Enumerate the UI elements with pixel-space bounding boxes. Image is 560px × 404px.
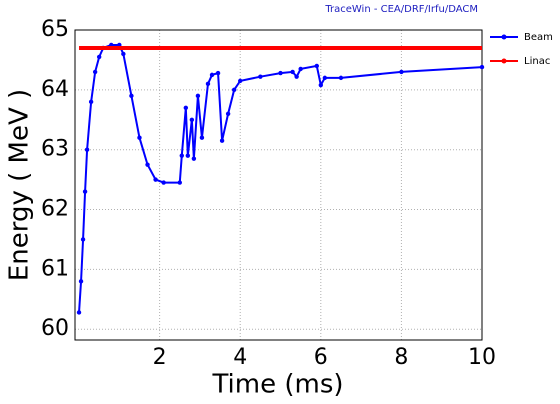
data-point [121,51,126,57]
data-point [177,180,182,185]
data-point [78,279,84,284]
data-point [205,81,211,87]
y-tick-label: 65 [41,17,69,42]
data-point [219,138,225,143]
data-point [238,78,243,84]
x-tick-label: 8 [394,345,408,370]
data-point [92,69,98,75]
data-point [278,70,283,76]
data-point [479,64,485,70]
legend-label: Beam [524,32,553,43]
x-tick-label: 2 [153,345,167,370]
x-tick-label: 6 [314,345,328,370]
data-point [191,156,197,161]
legend-label: Linac [524,56,550,67]
legend-marker [501,34,507,40]
data-point [153,177,158,182]
data-point [137,135,142,140]
x-tick-label: 10 [468,345,496,370]
data-point [161,180,166,185]
data-point [290,69,295,75]
data-point [88,99,94,105]
data-point [195,93,201,99]
data-point [96,54,102,60]
data-point [179,153,184,158]
y-tick-label: 64 [41,77,69,102]
data-point [318,82,324,88]
data-point [80,237,86,242]
y-tick-label: 63 [41,137,69,162]
data-point [338,75,344,81]
plot-frame [74,29,483,341]
data-point [294,74,299,79]
data-point [258,74,263,79]
y-tick-label: 62 [41,197,69,222]
x-axis-label: Time (ms) [211,370,343,400]
data-point [84,147,90,152]
data-point [399,69,404,75]
data-point [82,189,88,194]
data-point [215,70,221,76]
legend-marker [501,58,507,64]
data-point [199,135,205,140]
y-tick-label: 60 [41,316,69,341]
data-point [189,117,195,122]
data-point [322,75,328,81]
data-point [185,153,191,158]
header: TraceWin - CEA/DRF/Irfu/DACM [324,4,478,15]
data-point [314,63,319,69]
data-point [76,310,82,315]
data-point [145,162,150,167]
data-point [298,66,303,72]
data-point [183,105,189,110]
y-tick-label: 61 [41,256,69,281]
series-line [78,43,483,313]
data-point [231,87,237,93]
x-tick-label: 4 [233,345,247,370]
data-point [129,93,134,99]
data-point [209,72,215,78]
y-axis-label: Energy ( MeV ) [5,89,35,281]
data-point [225,111,231,116]
